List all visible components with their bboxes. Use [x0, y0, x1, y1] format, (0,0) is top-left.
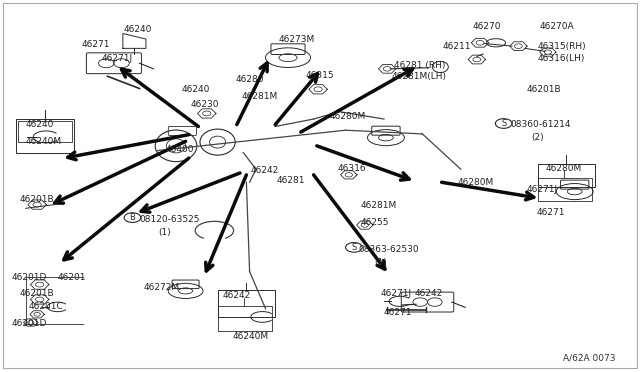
Text: 46240: 46240: [181, 85, 209, 94]
Text: S: S: [501, 119, 506, 128]
Text: (2): (2): [531, 133, 544, 142]
Text: A/62A 0073: A/62A 0073: [563, 354, 616, 363]
Text: 46272M: 46272M: [144, 283, 180, 292]
Text: 08120-63525: 08120-63525: [140, 215, 200, 224]
Text: 46201B: 46201B: [527, 85, 561, 94]
Text: 46201D: 46201D: [12, 273, 47, 282]
Text: 46280M: 46280M: [546, 164, 582, 173]
Text: 46271: 46271: [384, 308, 413, 317]
Text: 46271J: 46271J: [101, 54, 132, 63]
Text: 46271J: 46271J: [526, 185, 557, 194]
Text: 46281: 46281: [276, 176, 305, 185]
Text: 46273M: 46273M: [278, 35, 315, 44]
Text: 46240: 46240: [124, 25, 152, 34]
Text: 46270: 46270: [472, 22, 501, 31]
Text: 46281 (RH): 46281 (RH): [394, 61, 445, 70]
Text: S: S: [351, 243, 356, 252]
Text: 46201D: 46201D: [12, 319, 47, 328]
Bar: [218, 290, 275, 317]
Bar: [16, 119, 74, 153]
Text: 46240: 46240: [26, 120, 54, 129]
Text: 46201B: 46201B: [19, 195, 54, 203]
Text: 46240M: 46240M: [26, 137, 61, 146]
Text: B: B: [129, 213, 136, 222]
Text: 46281M: 46281M: [360, 201, 397, 210]
Text: 46230: 46230: [190, 100, 219, 109]
Text: 08360-61214: 08360-61214: [510, 120, 571, 129]
Text: 46201: 46201: [58, 273, 86, 282]
Text: 46242: 46242: [415, 289, 443, 298]
Text: 46316: 46316: [337, 164, 366, 173]
Text: 46270A: 46270A: [540, 22, 574, 31]
Text: 08363-62530: 08363-62530: [358, 245, 419, 254]
Text: 46280M: 46280M: [330, 112, 366, 121]
Text: 46400: 46400: [165, 145, 194, 154]
Text: (1): (1): [374, 258, 387, 267]
Text: 46271: 46271: [81, 40, 110, 49]
Bar: [538, 164, 595, 187]
Text: 46201B: 46201B: [19, 289, 54, 298]
Text: 46240M: 46240M: [232, 332, 268, 341]
Text: 46316(LH): 46316(LH): [538, 54, 585, 63]
Text: 46201C: 46201C: [29, 302, 63, 311]
Text: 46281M: 46281M: [242, 92, 278, 101]
Text: 46255: 46255: [360, 218, 389, 227]
Text: 46242: 46242: [251, 166, 279, 175]
Text: 46315(RH): 46315(RH): [538, 42, 586, 51]
Text: 46281M(LH): 46281M(LH): [392, 72, 447, 81]
Text: 46315: 46315: [305, 71, 334, 80]
Text: 46280: 46280: [236, 76, 264, 84]
Text: 46242: 46242: [222, 291, 250, 300]
Text: 46280M: 46280M: [458, 178, 494, 187]
Text: 46271: 46271: [536, 208, 565, 217]
Text: 46271J: 46271J: [380, 289, 412, 298]
Text: 46211: 46211: [442, 42, 471, 51]
Text: (1): (1): [159, 228, 172, 237]
